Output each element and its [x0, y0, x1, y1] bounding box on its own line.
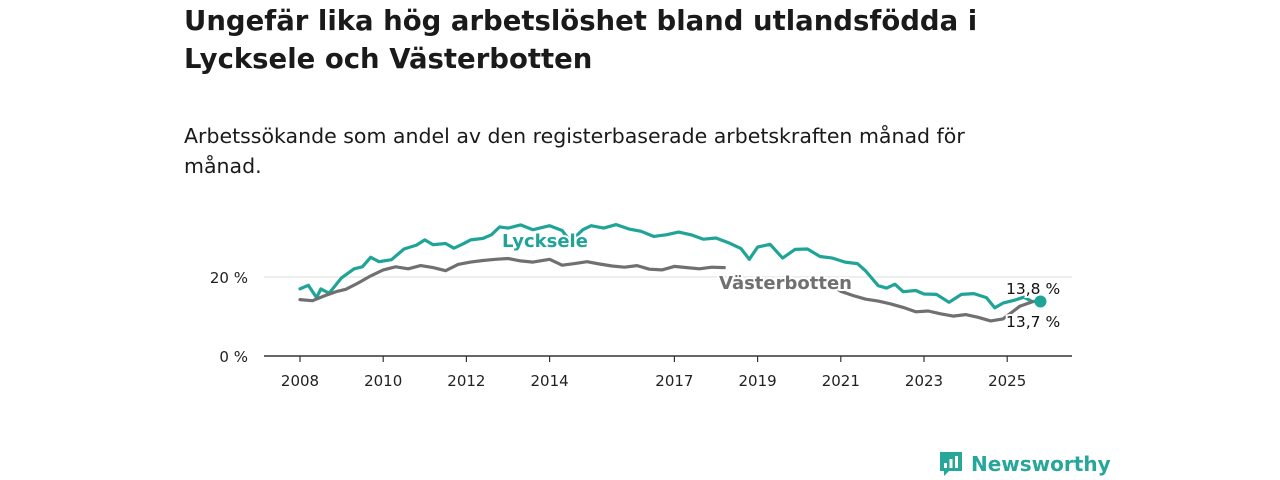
x-tick-label: 2012 — [447, 372, 485, 390]
x-tick-label: 2019 — [739, 372, 777, 390]
series-lines — [298, 223, 1047, 323]
y-tick-label: 0 % — [219, 348, 248, 366]
x-tick-label: 2014 — [531, 372, 569, 390]
x-tick-label: 2023 — [905, 372, 943, 390]
x-tick-label: 2025 — [988, 372, 1026, 390]
end-value-label-vasterbotten: 13,7 % — [1006, 313, 1060, 331]
x-axis: 2008 2010 2012 2014 2017 2019 2021 2023 2025 — [264, 355, 1072, 390]
series-line-lycksele — [298, 223, 1043, 310]
series-line-vasterbotten — [298, 256, 726, 303]
series-labels: Lycksele Västerbotten 13,8 % 13,7 % — [500, 229, 1062, 333]
series-endpoint — [1034, 295, 1047, 308]
end-value-label-lycksele: 13,8 % — [1006, 280, 1060, 298]
y-tick-label: 20 % — [210, 269, 248, 287]
x-tick-label: 2017 — [655, 372, 693, 390]
series-label-vasterbotten: Västerbotten — [719, 273, 852, 294]
newsworthy-logo-icon — [940, 452, 962, 476]
chart-subtitle: Arbetssökande som andel av den registerb… — [184, 124, 965, 178]
x-tick-label: 2008 — [281, 372, 319, 390]
brand[interactable]: Newsworthy — [938, 450, 1111, 478]
y-axis: 0 % 20 % — [210, 269, 248, 366]
x-tick-label: 2021 — [822, 372, 860, 390]
series-line-vasterbotten — [826, 281, 1034, 323]
brand-name: Newsworthy — [971, 452, 1111, 476]
chart-title: Ungefär lika hög arbetslöshet bland utla… — [184, 5, 978, 75]
x-tick-label: 2010 — [364, 372, 402, 390]
series-label-lycksele: Lycksele — [502, 231, 588, 252]
